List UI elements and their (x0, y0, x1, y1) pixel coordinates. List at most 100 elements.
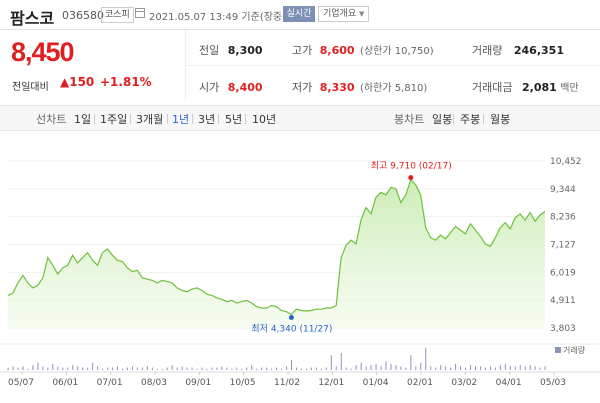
company-overview-button[interactable]: 기업개요 ▼ (318, 6, 370, 22)
volume-bar (67, 367, 69, 370)
volume-bar (7, 367, 9, 370)
stat-amount: 거래대금 2,081 백만 (472, 79, 579, 95)
volume-bar (226, 367, 228, 370)
line-chart-label: 선차트 (36, 113, 67, 126)
divider (453, 114, 454, 124)
volume-bar (479, 366, 481, 370)
volume-bar (474, 366, 476, 370)
x-tick-label: 03/02 (451, 378, 477, 388)
stat-low-value: 8,330 (319, 81, 355, 94)
volume-bar (539, 367, 541, 370)
volume-bar (131, 366, 133, 370)
volume-bar (519, 365, 521, 370)
volume-bar (494, 367, 496, 370)
stat-prev-label: 전일 (199, 44, 220, 57)
x-tick-label: 05/07 (8, 378, 34, 388)
volume-bar (266, 367, 268, 370)
upper-limit: (상한가 10,750) (360, 46, 434, 57)
volume-bar (102, 368, 104, 370)
volume-bar (440, 365, 442, 370)
volume-bar (291, 360, 293, 370)
volume-bar (315, 367, 317, 370)
volume-bar (410, 355, 412, 370)
x-tick-label: 01/04 (363, 378, 389, 388)
volume-bar (236, 367, 238, 370)
stat-open-label: 시가 (199, 81, 220, 94)
volume-bar (251, 365, 253, 370)
max-label: 최고 9,710 (02/17) (371, 161, 452, 172)
volume-bar (395, 365, 397, 370)
volume-bar (211, 367, 213, 370)
stat-high: 고가 8,600 (상한가 10,750) (292, 42, 434, 58)
lower-limit: (하한가 5,810) (360, 83, 428, 94)
realtime-button[interactable]: 실시간 (283, 6, 315, 22)
volume-bar (107, 367, 109, 370)
change-percent: +1.81% (100, 75, 152, 89)
volume-bar (37, 362, 39, 370)
change-value: ▲150 (60, 75, 95, 89)
volume-bar (206, 368, 208, 370)
volume-bar (425, 348, 427, 370)
volume-bar (281, 368, 283, 370)
stat-volume-label: 거래량 (472, 44, 503, 57)
volume-bar (375, 363, 377, 370)
candle-daily[interactable]: 일봉 (432, 113, 453, 126)
stat-prev: 전일 8,300 (199, 42, 263, 58)
candle-weekly[interactable]: 주봉 (460, 113, 481, 126)
stat-high-value: 8,600 (319, 44, 355, 57)
volume-bar (360, 362, 362, 370)
volume-bar (320, 368, 322, 370)
volume-bar (276, 367, 278, 370)
period-1d[interactable]: 1일 (74, 113, 92, 126)
price-line (7, 178, 546, 316)
stat-low-label: 저가 (292, 81, 313, 94)
divider (94, 114, 95, 124)
stat-open: 시가 8,400 (199, 79, 263, 95)
volume-bar (166, 367, 168, 370)
stat-open-value: 8,400 (227, 81, 263, 94)
volume-bar (92, 362, 94, 370)
volume-bar (246, 367, 248, 370)
volume-bar (97, 366, 99, 370)
period-3m[interactable]: 3개월 (136, 113, 164, 126)
x-tick-label: 06/01 (52, 378, 78, 388)
x-tick-label: 11/02 (274, 378, 300, 388)
volume-bar (330, 355, 332, 370)
period-10y[interactable]: 10년 (252, 113, 277, 126)
period-toolbar: 선차트 1일 1주일 3개월 1년 3년 5년 10년 봉차트 일봉 주봉 월봉 (0, 105, 600, 131)
candle-monthly[interactable]: 월봉 (490, 113, 511, 126)
divider (185, 30, 186, 100)
divider (186, 65, 600, 66)
price-area-fill (8, 179, 545, 328)
price-box: 8,450 전일대비 ▲150 +1.81% (0, 30, 185, 100)
volume-bar (196, 368, 198, 370)
volume-bar (499, 365, 501, 370)
stat-prev-value: 8,300 (227, 44, 263, 57)
volume-bar (460, 366, 462, 370)
company-overview-label: 기업개요 (323, 9, 357, 19)
volume-bar (345, 367, 347, 370)
volume-bar (484, 367, 486, 370)
volume-bar (241, 368, 243, 370)
divider (483, 114, 484, 124)
volume-bar (121, 368, 123, 370)
y-tick-label: 6,019 (550, 268, 576, 278)
change-label: 전일대비 (12, 82, 49, 93)
volume-bar (524, 366, 526, 370)
volume-bar (261, 367, 263, 370)
volume-bar (201, 367, 203, 370)
chevron-down-icon: ▼ (359, 10, 365, 18)
stat-high-label: 고가 (292, 44, 313, 57)
volume-bar (176, 367, 178, 370)
price-chart[interactable]: 10,452 9,344 8,236 7,127 6,019 4,911 3,803 최고 9… (0, 133, 600, 403)
period-1w[interactable]: 1주일 (100, 113, 128, 126)
period-1y[interactable]: 1년 (172, 113, 190, 126)
stock-name: 팜스코 (10, 9, 55, 28)
volume-label: 거래량 (563, 345, 586, 355)
period-5y[interactable]: 5년 (225, 113, 243, 126)
x-tick-label: 05/03 (540, 378, 566, 388)
volume-bar (400, 366, 402, 370)
volume-bar (17, 367, 19, 370)
volume-bar (231, 368, 233, 370)
period-3y[interactable]: 3년 (198, 113, 216, 126)
